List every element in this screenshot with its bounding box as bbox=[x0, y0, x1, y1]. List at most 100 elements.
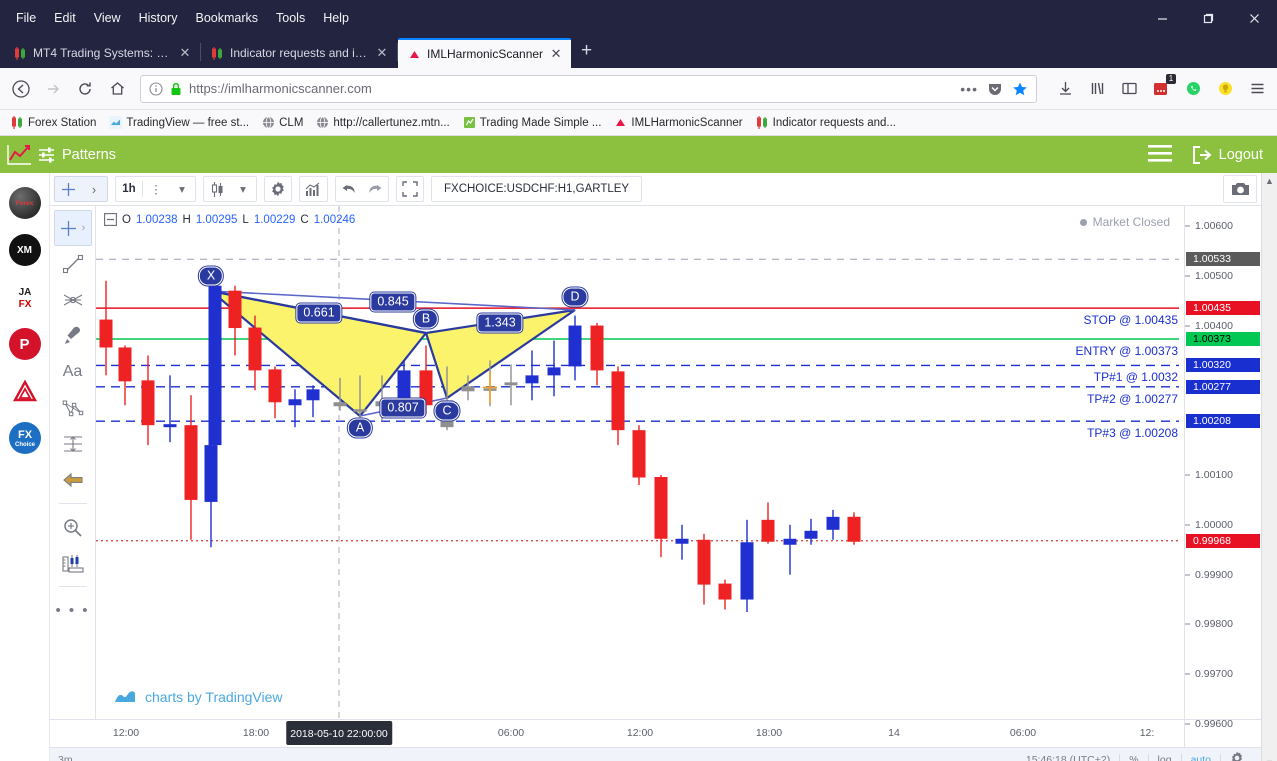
tab-close-icon[interactable]: ✕ bbox=[550, 46, 562, 61]
tab-close-icon[interactable]: ✕ bbox=[179, 45, 191, 60]
percent-scale-button[interactable]: % bbox=[1129, 753, 1139, 761]
ohlc-close: 1.00246 bbox=[313, 213, 356, 226]
browser-tab-2[interactable]: Indicator requests and ideas - P ✕ bbox=[201, 38, 397, 68]
pattern-tool[interactable] bbox=[54, 390, 92, 426]
browser-tab-1[interactable]: MT4 Trading Systems: WORKST ✕ bbox=[4, 38, 200, 68]
forecast-tool[interactable] bbox=[54, 426, 92, 462]
brush-tool[interactable] bbox=[54, 318, 92, 354]
arrow-tool[interactable] bbox=[54, 462, 92, 498]
crosshair-tool[interactable]: › bbox=[53, 210, 92, 246]
info-icon[interactable] bbox=[149, 81, 163, 96]
menu-tools[interactable]: Tools bbox=[276, 11, 306, 25]
lightbulb-icon[interactable] bbox=[1211, 75, 1239, 103]
whatsapp-icon[interactable] bbox=[1179, 75, 1207, 103]
menu-file[interactable]: File bbox=[16, 11, 37, 25]
bookmark-forex-station[interactable]: Forex Station bbox=[6, 114, 101, 131]
scroll-down-arrow[interactable]: ▼ bbox=[1265, 758, 1274, 761]
candlestick-style-button[interactable] bbox=[204, 177, 230, 201]
zoom-tool[interactable] bbox=[54, 509, 92, 545]
interval-button[interactable]: 1h bbox=[122, 183, 136, 195]
new-tab-button[interactable]: + bbox=[581, 39, 593, 61]
log-scale-button[interactable]: log bbox=[1157, 753, 1172, 761]
padlock-icon[interactable] bbox=[170, 82, 182, 96]
chart-settings-button[interactable] bbox=[265, 177, 291, 201]
fullscreen-button[interactable] bbox=[397, 177, 423, 201]
text-aa-icon: Aa bbox=[62, 363, 83, 380]
menu-bookmarks[interactable]: Bookmarks bbox=[195, 11, 259, 25]
page-actions-icon[interactable]: ••• bbox=[960, 80, 978, 97]
app-menu-button[interactable] bbox=[1147, 144, 1172, 166]
back-button[interactable] bbox=[6, 74, 36, 104]
patterns-nav-item[interactable]: Patterns bbox=[38, 146, 116, 163]
page-scrollbar[interactable]: ▲ ▼ bbox=[1261, 173, 1277, 761]
chart-plot[interactable]: O 1.00238 H 1.00295 L 1.00229 C 1.00246 … bbox=[96, 206, 1184, 719]
forward-button[interactable] bbox=[38, 74, 68, 104]
undo-button[interactable] bbox=[336, 177, 362, 201]
chart-style-dropdown[interactable]: ▾ bbox=[240, 184, 246, 196]
url-bar[interactable]: https://imlharmonicscanner.com ••• bbox=[140, 74, 1037, 103]
close-window-button[interactable] bbox=[1231, 0, 1277, 36]
broker-forex-station[interactable]: Forex bbox=[8, 187, 41, 219]
symbol-field[interactable]: FXCHOICE:USDCHF:H1,GARTLEY bbox=[431, 176, 643, 202]
drawtool-caret[interactable]: › bbox=[81, 222, 86, 234]
reload-button[interactable] bbox=[70, 74, 100, 104]
scroll-up-arrow[interactable]: ▲ bbox=[1265, 176, 1274, 186]
indicators-button[interactable] bbox=[300, 177, 327, 201]
interval-dropdown[interactable]: ▾ bbox=[179, 184, 185, 196]
ohlc-open: 1.00238 bbox=[135, 213, 178, 226]
menu-history[interactable]: History bbox=[138, 11, 178, 25]
more-tools[interactable]: • • • bbox=[54, 592, 92, 628]
tradingview-watermark[interactable]: charts by TradingView bbox=[114, 688, 282, 705]
time-tick-label: 14 bbox=[888, 727, 900, 739]
pattern-point-a: A bbox=[347, 418, 373, 438]
trendline-tool[interactable] bbox=[54, 246, 92, 282]
measure-tool[interactable] bbox=[54, 545, 92, 581]
bookmark-clm[interactable]: CLM bbox=[257, 114, 308, 131]
redo-button[interactable] bbox=[362, 177, 388, 201]
bookmark-callertunez[interactable]: http://callertunez.mtn... bbox=[311, 114, 454, 131]
snapshot-button[interactable] bbox=[1223, 175, 1257, 203]
tab-title: MT4 Trading Systems: WORKST bbox=[33, 46, 172, 60]
maximize-button[interactable] bbox=[1185, 0, 1231, 36]
app-logo[interactable] bbox=[0, 136, 38, 173]
home-button[interactable] bbox=[102, 74, 132, 104]
broker-p[interactable]: P bbox=[8, 328, 41, 360]
fib-tool[interactable] bbox=[54, 282, 92, 318]
logout-button[interactable]: Logout bbox=[1192, 145, 1263, 164]
bookmark-indicator-requests[interactable]: Indicator requests and... bbox=[751, 114, 901, 131]
time-axis[interactable]: 12:00 18:00 2018-05-10 22:00:00 06:00 12:00 1… bbox=[50, 719, 1184, 747]
text-tool[interactable]: Aa bbox=[54, 354, 92, 390]
broker-fxchoice[interactable]: FX Choice bbox=[8, 422, 41, 454]
broker-jafx[interactable]: JA FX bbox=[8, 281, 41, 313]
bookmark-trading-made-simple[interactable]: Trading Made Simple ... bbox=[458, 114, 607, 131]
adblock-icon[interactable]: 1 bbox=[1147, 73, 1176, 103]
chart-properties-button[interactable] bbox=[1221, 751, 1253, 761]
auto-scale-button[interactable]: auto bbox=[1190, 753, 1211, 761]
broker-alpha[interactable] bbox=[8, 375, 41, 407]
minimize-button[interactable] bbox=[1139, 0, 1185, 36]
tradingview-icon bbox=[115, 691, 135, 702]
tab-close-icon[interactable]: ✕ bbox=[376, 45, 388, 60]
menu-edit[interactable]: Edit bbox=[54, 11, 76, 25]
bookmark-tradingview[interactable]: TradingView — free st... bbox=[104, 114, 254, 131]
download-icon[interactable] bbox=[1051, 75, 1079, 103]
pattern-ratio-ac: 0.807 bbox=[380, 398, 426, 418]
bookmark-imlharmonicscanner[interactable]: IMLHarmonicScanner bbox=[609, 114, 747, 131]
time-axis-row: 12:00 18:00 2018-05-10 22:00:00 06:00 12:00 1… bbox=[50, 719, 1261, 747]
menu-help[interactable]: Help bbox=[323, 11, 349, 25]
chart-logo-icon bbox=[7, 144, 31, 165]
hamburger-menu-icon[interactable] bbox=[1243, 75, 1271, 103]
menu-view[interactable]: View bbox=[93, 11, 121, 25]
library-icon[interactable] bbox=[1083, 75, 1111, 103]
browser-tab-3[interactable]: IMLHarmonicScanner ✕ bbox=[398, 38, 572, 68]
url-text[interactable]: https://imlharmonicscanner.com bbox=[189, 81, 372, 96]
interval-more-button[interactable]: ⋮ bbox=[150, 184, 162, 196]
price-scale[interactable]: 1.00600 1.00500 1.00400 1.00100 1.00000 0.999… bbox=[1184, 206, 1261, 730]
crosshair-tool-button[interactable] bbox=[55, 177, 81, 201]
broker-xm[interactable]: XM bbox=[8, 234, 41, 266]
minus-box-icon[interactable] bbox=[104, 213, 117, 226]
bookmark-star-icon[interactable] bbox=[1012, 81, 1028, 97]
sidebar-icon[interactable] bbox=[1115, 75, 1143, 103]
pocket-icon[interactable] bbox=[987, 81, 1003, 97]
crosshair-caret[interactable]: › bbox=[91, 181, 97, 197]
